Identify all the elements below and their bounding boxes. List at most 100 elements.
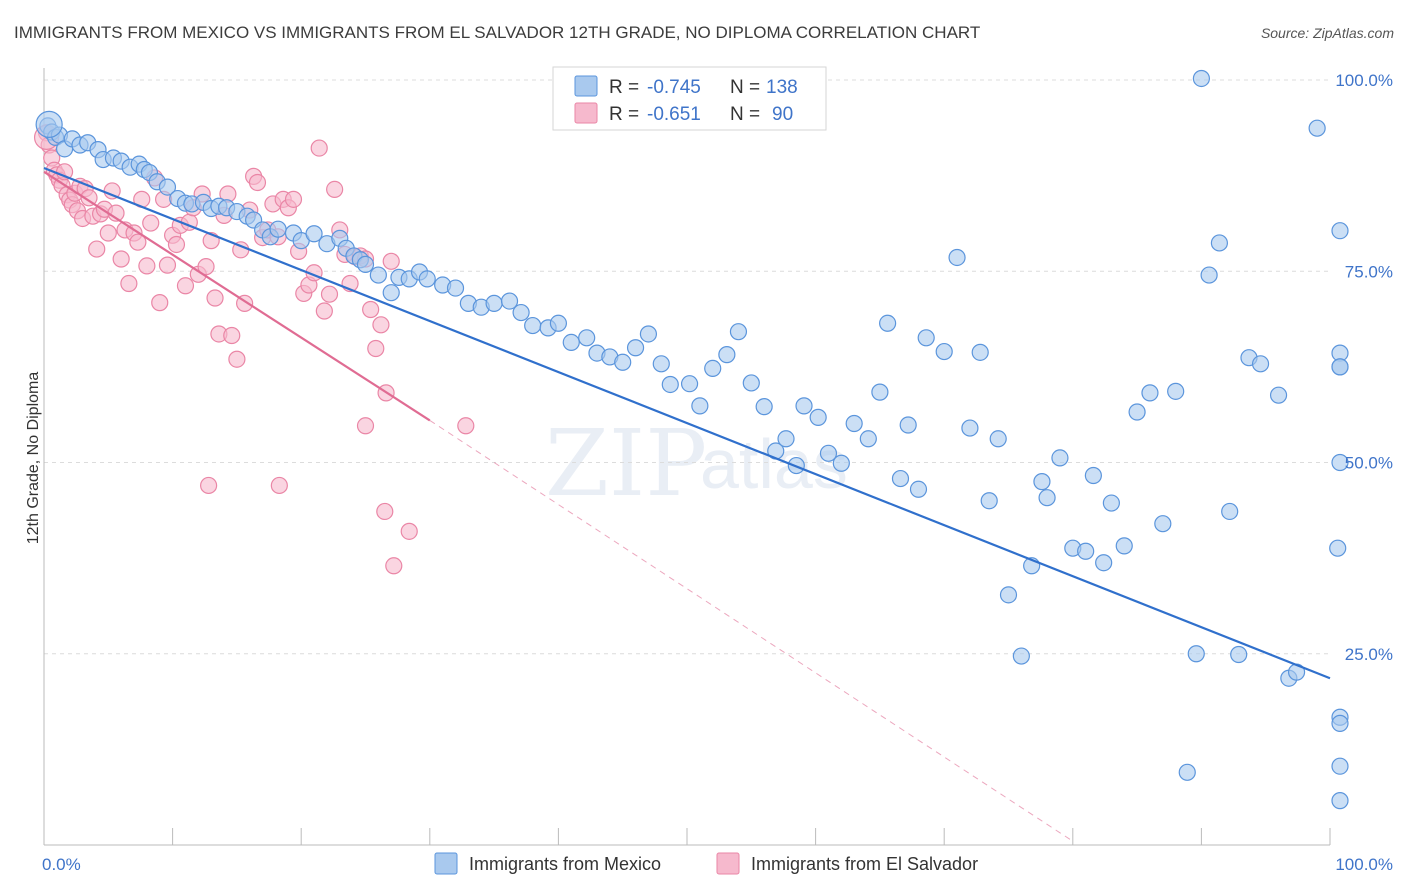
legend-n-label-el-salvador: N = [730, 104, 760, 125]
mexico-point-75 [795, 397, 813, 415]
el-salvador-point-50 [223, 326, 241, 345]
mexico-point-121 [1329, 539, 1347, 557]
mexico-point-45 [418, 270, 436, 288]
trend-line-mexico [43, 166, 1331, 680]
mexico-point-90 [971, 343, 989, 361]
y-tick-label-100: 100.0% [1335, 71, 1393, 90]
bottom-legend-swatch-mexico [434, 852, 458, 875]
y-axis-label: 12th Grade, No Diploma [25, 372, 42, 545]
el-salvador-point-84 [270, 476, 288, 495]
legend-box [552, 66, 827, 131]
el-salvador-point-16 [80, 189, 98, 207]
mexico-point-86 [917, 329, 935, 347]
mexico-point-63 [652, 355, 670, 373]
legend-n-value-el-salvador: 90 [772, 104, 793, 125]
mexico-point-108 [1167, 382, 1185, 400]
el-salvador-point-88 [385, 557, 403, 575]
legend-r-label-mexico: R = [609, 77, 639, 98]
mexico-point-111 [1200, 266, 1218, 284]
axes [43, 68, 1331, 846]
y-tick-label-50: 50.0% [1345, 454, 1393, 473]
series-el-salvador [33, 124, 475, 575]
mexico-point-57 [578, 329, 596, 347]
mexico-point-41 [382, 284, 400, 302]
mexico-point-66 [691, 397, 709, 415]
mexico-point-84 [899, 416, 917, 434]
mexico-point-39 [356, 255, 375, 273]
el-salvador-point-24 [112, 250, 130, 268]
mexico-point-130 [1331, 358, 1349, 376]
mexico-point-65 [680, 375, 699, 393]
mexico-point-56 [562, 333, 580, 351]
mexico-point-82 [879, 314, 897, 332]
legend-r-label-el-salvador: R = [609, 104, 639, 125]
legend-swatch-el-salvador [574, 102, 598, 124]
trend-lines [43, 166, 1331, 842]
legend-r-value-mexico: -0.745 [647, 77, 701, 98]
mexico-point-103 [1102, 494, 1120, 512]
mexico-point-100 [1077, 542, 1095, 560]
mexico-point-98 [1051, 449, 1069, 467]
el-salvador-point-18 [88, 240, 106, 258]
x-tick-label-right: 100.0% [1335, 855, 1393, 874]
mexico-point-94 [1012, 647, 1030, 665]
el-salvador-point-56 [248, 173, 267, 192]
el-salvador-point-71 [326, 180, 344, 198]
mexico-point-120 [1308, 119, 1326, 137]
mexico-point-93 [999, 586, 1018, 604]
mexico-point-131 [1192, 69, 1211, 88]
mexico-point-126 [1331, 757, 1349, 775]
mexico-point-30 [269, 220, 287, 238]
el-salvador-point-33 [151, 294, 169, 312]
el-salvador-point-37 [167, 235, 186, 254]
el-salvador-point-83 [200, 476, 218, 495]
mexico-point-47 [446, 279, 465, 297]
bottom-legend-label-el-salvador: Immigrants from El Salvador [751, 854, 978, 874]
el-salvador-point-82 [382, 252, 400, 270]
mexico-point-67 [704, 359, 722, 378]
mexico-point-128 [1331, 714, 1349, 732]
mexico-point-61 [626, 339, 645, 357]
bottom-legend-swatch-el-salvador [716, 852, 740, 875]
mexico-point-125 [1331, 792, 1349, 810]
mexico-point-77 [819, 444, 838, 462]
chart-title: IMMIGRANTS FROM MEXICO VS IMMIGRANTS FRO… [14, 23, 980, 42]
legend: R = -0.745 N = 138 R = -0.651 N = 90 [552, 66, 827, 131]
mexico-point-106 [1141, 384, 1159, 402]
mexico-point-85 [909, 480, 928, 498]
el-salvador-point-28 [129, 233, 147, 251]
mexico-point-92 [989, 430, 1007, 448]
el-salvador-point-31 [142, 214, 160, 232]
x-tick-label-left: 0.0% [42, 855, 81, 874]
mexico-point-52 [512, 303, 530, 322]
el-salvador-point-69 [315, 302, 333, 320]
mexico-point-55 [549, 314, 568, 332]
watermark-zip: ZIP [545, 410, 707, 517]
mexico-point-105 [1128, 403, 1146, 421]
mexico-point-68 [718, 346, 736, 364]
mexico-point-117 [1269, 386, 1288, 404]
mexico-point-104 [1115, 537, 1133, 555]
mexico-point-33 [305, 225, 323, 243]
mexico-point-50 [485, 294, 503, 312]
mexico-point-79 [845, 414, 863, 433]
el-salvador-point-46 [206, 289, 224, 307]
mexico-point-113 [1221, 502, 1239, 521]
mexico-point-17 [158, 178, 177, 196]
legend-swatch-mexico [574, 75, 598, 97]
mexico-point-78 [832, 454, 850, 472]
el-salvador-point-80 [372, 316, 390, 334]
mexico-point-87 [935, 342, 953, 361]
mexico-point-88 [948, 248, 966, 267]
mexico-point-83 [891, 469, 910, 488]
mexico-point-62 [639, 325, 658, 343]
mexico-point-69 [729, 323, 748, 341]
mexico-point-112 [1210, 234, 1229, 252]
mexico-point-53 [524, 316, 542, 335]
mexico-point-40 [369, 266, 387, 284]
chart-source: Source: ZipAtlas.com [1261, 25, 1394, 41]
el-salvador-point-44 [197, 258, 215, 276]
el-salvador-point-87 [400, 522, 418, 540]
mexico-point-81 [871, 383, 889, 401]
el-salvador-point-86 [356, 417, 375, 435]
